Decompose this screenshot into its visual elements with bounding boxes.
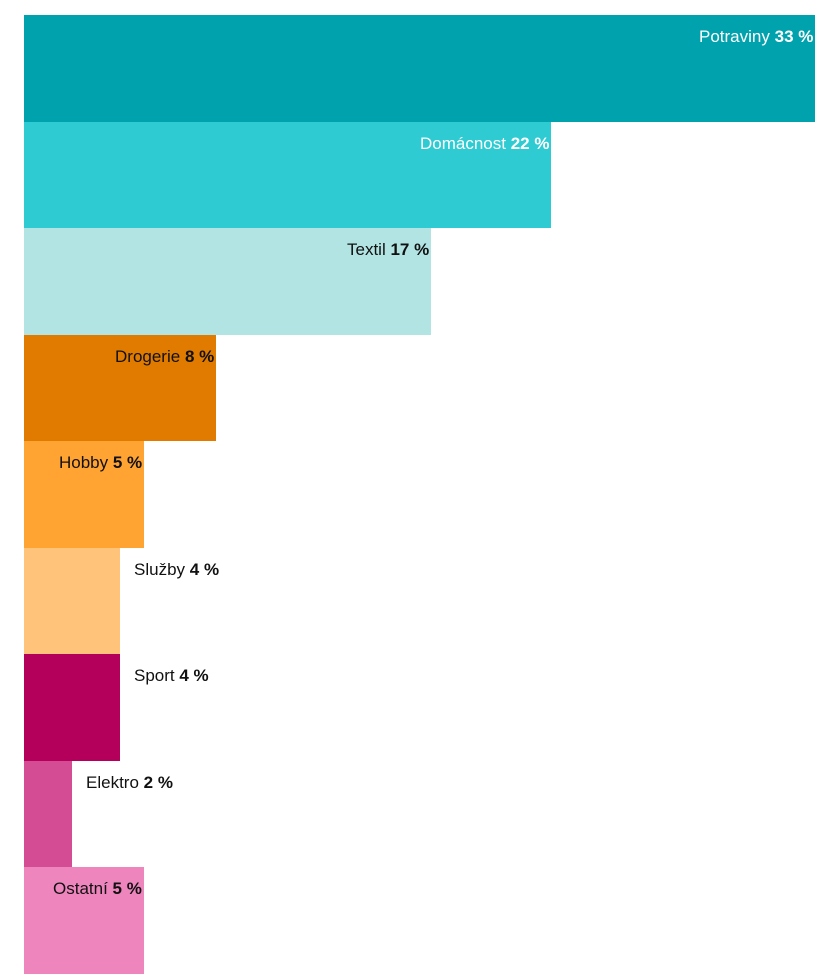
- bar-1: [24, 122, 551, 228]
- bar-label-8: Ostatní 5 %: [53, 879, 142, 899]
- bar-6: [24, 654, 120, 761]
- bar-label-6: Sport 4 %: [134, 666, 209, 686]
- bar-label-3: Drogerie 8 %: [115, 347, 214, 367]
- bar-5: [24, 548, 120, 654]
- bar-value-label: 17 %: [390, 240, 430, 259]
- bar-0: [24, 15, 815, 122]
- bar-category-label: Hobby: [59, 453, 109, 472]
- bar-4: [24, 441, 144, 548]
- bar-label-4: Hobby 5 %: [59, 453, 142, 473]
- bar-category-label: Potraviny: [699, 27, 770, 46]
- bar-value-label: 4 %: [179, 666, 209, 685]
- bar-category-label: Ostatní: [53, 879, 108, 898]
- bar-label-7: Elektro 2 %: [86, 773, 173, 793]
- bar-7: [24, 761, 72, 867]
- bar-value-label: 5 %: [112, 453, 143, 472]
- bar-2: [24, 228, 431, 335]
- bar-label-0: Potraviny 33 %: [699, 27, 813, 47]
- bar-8: [24, 867, 144, 974]
- bar-category-label: Drogerie: [115, 347, 181, 366]
- bar-category-label: Elektro: [86, 773, 139, 792]
- bar-3: [24, 335, 216, 441]
- bar-label-2: Textil 17 %: [347, 240, 429, 260]
- bar-category-label: Domácnost: [420, 134, 506, 153]
- bar-value-label: 8 %: [184, 347, 215, 366]
- bar-category-label: Textil: [347, 240, 386, 259]
- bar-label-1: Domácnost 22 %: [420, 134, 549, 154]
- bar-category-label: Sport: [134, 666, 175, 685]
- bar-value-label: 5 %: [112, 879, 142, 898]
- bar-value-label: 33 %: [774, 27, 814, 46]
- bar-category-label: Služby: [134, 560, 186, 579]
- bar-label-5: Služby 4 %: [134, 560, 219, 580]
- bar-value-label: 22 %: [510, 134, 550, 153]
- bar-value-label: 2 %: [143, 773, 173, 792]
- bar-value-label: 4 %: [189, 560, 220, 579]
